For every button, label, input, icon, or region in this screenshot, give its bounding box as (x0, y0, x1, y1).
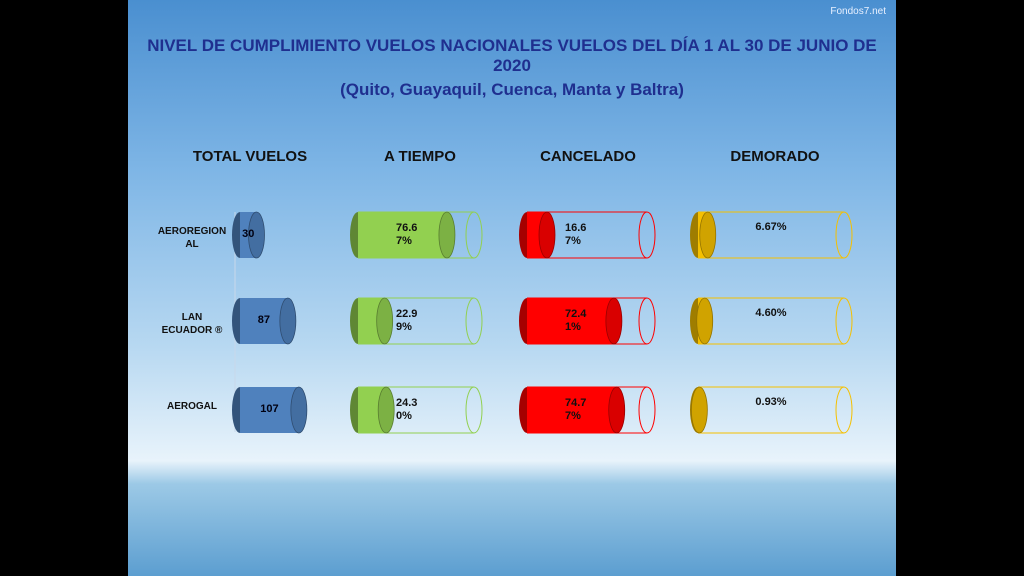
bar-part (376, 297, 394, 345)
bar-part (699, 211, 717, 259)
track-end (638, 297, 656, 345)
track (698, 211, 844, 259)
title: NIVEL DE CUMPLIMIENTO VUELOS NACIONALES … (147, 36, 877, 75)
track (698, 386, 844, 434)
bar-part (290, 386, 308, 434)
data-label: 4.60% (755, 307, 787, 319)
bar-part (605, 297, 623, 345)
bar-part (377, 386, 395, 434)
data-label: 76.67% (396, 222, 418, 247)
bar-part (527, 387, 617, 433)
data-label: 22.99% (396, 308, 418, 333)
track-end (835, 386, 853, 434)
data-label: 87 (257, 314, 271, 326)
track (698, 297, 844, 345)
data-label: 30 (242, 228, 255, 240)
bar-part (608, 386, 626, 434)
bar-part (358, 212, 447, 258)
track-end (638, 386, 656, 434)
bar-part (438, 211, 456, 259)
bar-part (538, 211, 556, 259)
data-label: 74.77% (565, 397, 587, 422)
bar-part (690, 386, 708, 434)
data-label: 16.67% (565, 222, 587, 247)
track-end (835, 297, 853, 345)
subtitle: (Quito, Guayaquil, Cuenca, Manta y Baltr… (340, 80, 684, 99)
watermark: Fondos7.net (830, 6, 886, 17)
bar (350, 297, 394, 345)
bar (350, 211, 456, 259)
track-end (638, 211, 656, 259)
category-label: AEROGAL (167, 401, 217, 412)
column-header: CANCELADO (540, 148, 636, 165)
bar (350, 386, 395, 434)
bar (232, 297, 297, 345)
column-header: DEMORADO (730, 148, 820, 165)
bar-part (527, 298, 614, 344)
bar (690, 386, 708, 434)
column-header: A TIEMPO (384, 148, 456, 165)
data-label: 6.67% (755, 221, 787, 233)
column-header: TOTAL VUELOS (192, 148, 308, 165)
category-label: AEROREGIONAL (157, 226, 227, 250)
bar-part (279, 297, 297, 345)
bar (232, 386, 308, 434)
bar-part (696, 297, 714, 345)
bar (519, 386, 626, 434)
bar (690, 297, 714, 345)
data-label: 72.41% (565, 308, 587, 333)
bar (519, 297, 623, 345)
category-label: LAN ECUADOR ® (161, 312, 223, 336)
track-end (835, 211, 853, 259)
data-label: 0.93% (755, 396, 787, 408)
bar (519, 211, 556, 259)
track-end (465, 386, 483, 434)
slide: Fondos7.net NIVEL DE CUMPLIMIENTO VUELOS… (128, 0, 896, 576)
chart (232, 211, 853, 434)
data-label: 24.30% (396, 397, 418, 422)
bar-part (248, 211, 265, 259)
bar-part (240, 387, 299, 433)
track-end (465, 297, 483, 345)
data-label: 107 (260, 403, 279, 415)
track-end (465, 211, 483, 259)
bar (690, 211, 717, 259)
bar (232, 211, 265, 259)
